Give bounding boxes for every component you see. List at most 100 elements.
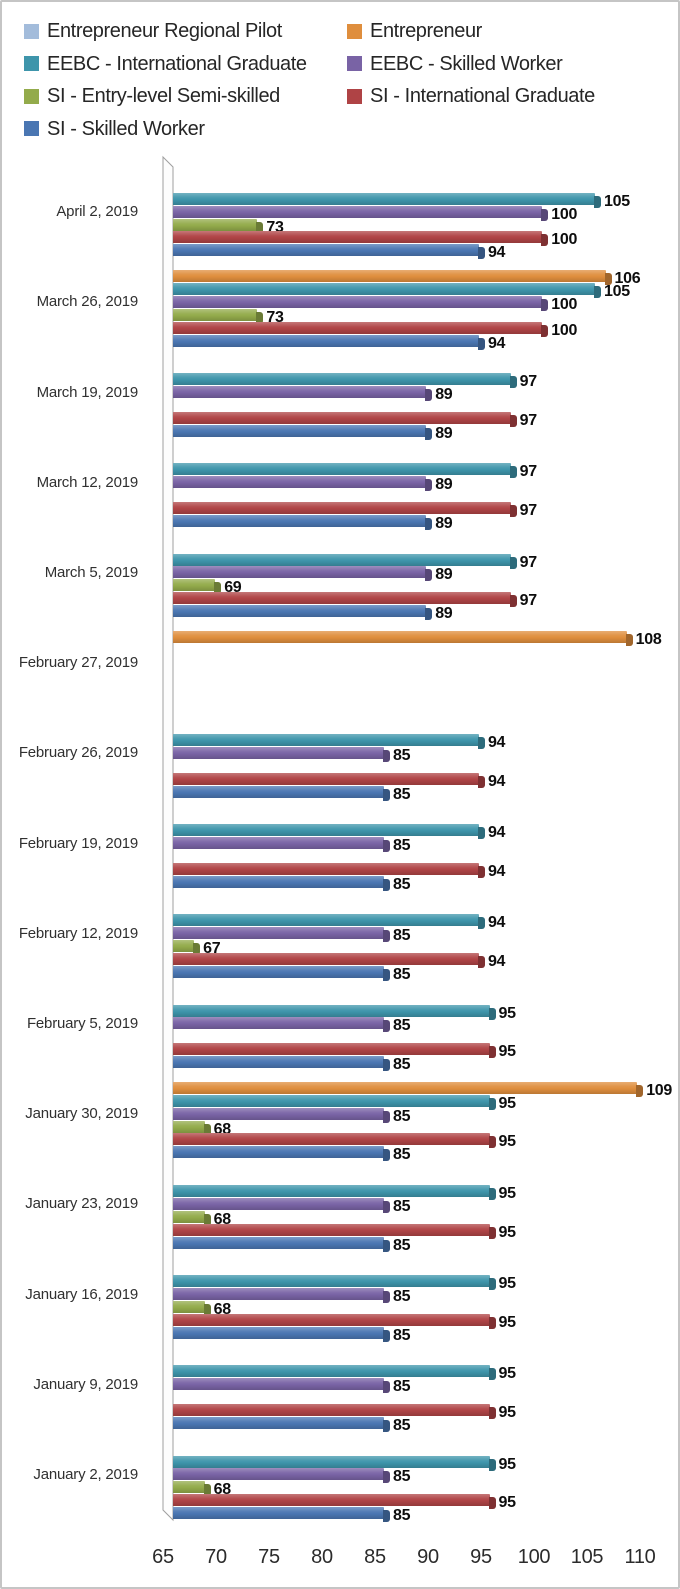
bar-value-label: 95: [498, 1223, 517, 1241]
bar-value-label: 94: [487, 862, 506, 880]
bar-3d-cap: [509, 595, 517, 608]
axis-tick-label: 110: [624, 1546, 656, 1568]
bar-eebc-skilled-worker: [173, 295, 543, 308]
category-label: March 5, 2019: [44, 563, 138, 581]
bar-value-label: 85: [393, 1378, 411, 1396]
bar-value-label: 68: [213, 1120, 232, 1138]
bar-si-international-graduate: [173, 862, 479, 875]
axis-tick-label: 90: [417, 1546, 439, 1568]
bar-entrepreneur: [173, 1081, 638, 1094]
bar-3d-cap: [488, 1097, 496, 1110]
bar-eebc-international-graduate: [173, 282, 595, 295]
bar-eebc-international-graduate: [173, 192, 595, 205]
bar-3d-cap: [383, 1110, 390, 1123]
legend-label: Entrepreneur Regional Pilot: [47, 20, 282, 42]
bar-3d-cap: [425, 517, 433, 530]
bar-eebc-skilled-worker: [173, 1107, 384, 1120]
bar-value-label: 100: [551, 205, 578, 223]
bar-value-label: 100: [551, 295, 578, 313]
bar-3d-cap: [488, 1407, 496, 1420]
bar-value-label: 89: [435, 605, 453, 623]
bar-eebc-skilled-worker: [173, 1197, 384, 1210]
bar-eebc-international-graduate: [173, 1365, 490, 1378]
bar-3d-cap: [488, 1316, 496, 1329]
bar-value-label: 95: [498, 1275, 517, 1293]
bar-value-label: 97: [519, 463, 538, 481]
bar-3d-cap: [594, 195, 601, 208]
bar-3d-cap: [256, 221, 264, 234]
bar-value-label: 94: [487, 733, 506, 751]
bar-3d-cap: [383, 1200, 390, 1213]
bar-value-label: 97: [519, 502, 538, 520]
category-label: January 30, 2019: [25, 1105, 138, 1123]
bar-value-label: 85: [393, 1107, 411, 1125]
bar-3d-cap: [509, 414, 517, 427]
legend-swatch: [24, 23, 39, 39]
category-label: January 2, 2019: [33, 1465, 138, 1483]
bar-eebc-skilled-worker: [173, 927, 384, 940]
bar-3d-cap: [203, 1484, 211, 1497]
bar-value-label: 68: [213, 1300, 232, 1318]
bar-eebc-international-graduate: [173, 1455, 490, 1468]
legend-item-si-international-graduate: SI - International Graduate: [347, 83, 595, 109]
category-label: January 16, 2019: [25, 1285, 138, 1303]
bar-value-label: 95: [498, 1313, 517, 1331]
bar-3d-cap: [383, 1419, 390, 1432]
bar-value-label: 89: [435, 566, 453, 584]
bar-3d-cap: [425, 569, 433, 582]
bar-value-label: 69: [224, 579, 242, 597]
bar-value-label: 73: [266, 218, 284, 236]
bar-3d-cap: [477, 337, 485, 350]
legend-item-eebc-international-graduate: EEBC - International Graduate: [24, 51, 307, 77]
bar-si-international-graduate: [173, 1223, 490, 1236]
bar-3d-cap: [477, 775, 485, 788]
bar-value-label: 85: [393, 1197, 411, 1215]
bar-si-skilled-worker: [173, 514, 427, 527]
category-label: January 9, 2019: [33, 1375, 138, 1393]
bar-value-label: 85: [393, 1236, 411, 1254]
bar-si-skilled-worker: [173, 605, 427, 618]
bar-value-label: 68: [213, 1210, 232, 1228]
bar-si-entry-level-semi-skilled: [173, 940, 195, 953]
bar-value-label: 85: [393, 1326, 411, 1344]
category-label: February 27, 2019: [18, 654, 138, 672]
bar-si-international-graduate: [173, 1133, 490, 1146]
bar-3d-cap: [488, 1136, 496, 1149]
bar-entrepreneur: [173, 630, 627, 643]
bar-value-label: 68: [213, 1481, 232, 1499]
bar-value-label: 97: [519, 411, 538, 429]
bar-3d-cap: [383, 1239, 390, 1252]
bar-value-label: 89: [435, 386, 453, 404]
bar-3d-cap: [509, 466, 517, 479]
axis-tick-label: 80: [311, 1546, 333, 1568]
bar-si-skilled-worker: [173, 1146, 384, 1159]
bar-value-label: 85: [393, 1468, 411, 1486]
bar-3d-cap: [477, 736, 485, 749]
bar-value-label: 95: [498, 1404, 517, 1422]
bar-3d-cap: [488, 1226, 496, 1239]
bar-3d-cap: [383, 749, 390, 762]
bar-si-international-graduate: [173, 772, 479, 785]
bar-3d-cap: [636, 1084, 644, 1097]
axis-tick-label: 85: [364, 1546, 386, 1568]
bar-eebc-international-graduate: [173, 1184, 490, 1197]
bar-3d-cap: [203, 1303, 211, 1316]
bar-value-label: 94: [487, 772, 506, 790]
bar-value-label: 85: [393, 875, 411, 893]
bar-value-label: 89: [435, 514, 453, 532]
legend-label: EEBC - Skilled Worker: [370, 52, 563, 75]
bar-value-label: 106: [614, 270, 641, 288]
bar-value-label: 94: [487, 953, 506, 971]
bar-eebc-skilled-worker: [173, 837, 384, 850]
bar-3d-cap: [541, 298, 549, 311]
category-label: March 19, 2019: [36, 383, 139, 401]
bar-3d-cap: [477, 865, 485, 878]
bar-eebc-international-graduate: [173, 1094, 490, 1107]
bar-3d-cap: [488, 1368, 496, 1381]
bar-3d-cap: [425, 608, 433, 621]
bar-3d-cap: [594, 285, 601, 298]
bar-si-skilled-worker: [173, 244, 479, 257]
axis-tick-label: 105: [570, 1546, 604, 1568]
bar-eebc-skilled-worker: [173, 205, 543, 218]
bar-3d-cap: [488, 1458, 496, 1471]
